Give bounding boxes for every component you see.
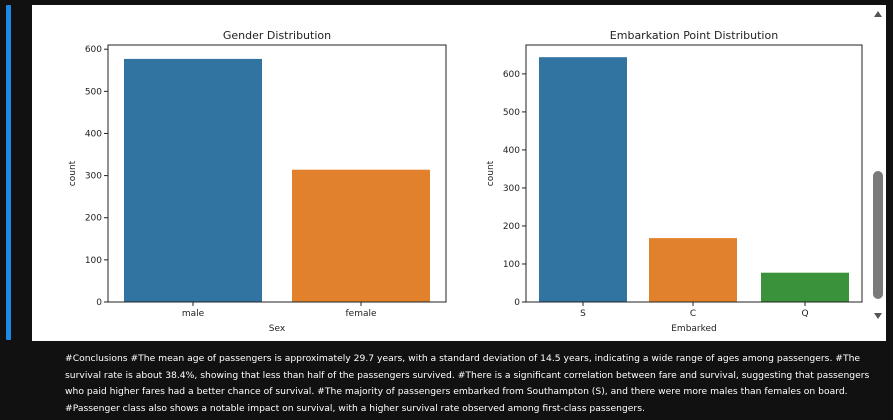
y-tick-label: 100	[85, 256, 102, 266]
y-tick-label: 400	[85, 129, 102, 139]
y-tick-label: 0	[514, 298, 520, 308]
output-scrollbar[interactable]	[870, 5, 886, 341]
y-tick-label: 500	[85, 87, 102, 97]
y-tick-label: 300	[503, 184, 520, 194]
charts-figure: male female 0 100 200 300 400 500 600 Gender Dist…	[68, 29, 863, 334]
scroll-down-arrow-icon[interactable]	[874, 313, 882, 319]
x-tick-label: C	[690, 309, 696, 319]
bar-s	[539, 57, 627, 303]
conclusion-text: #Conclusions #The mean age of passengers…	[65, 353, 870, 414]
y-tick-label: 300	[85, 172, 102, 182]
chart-title: Embarkation Point Distribution	[610, 29, 778, 42]
bar-male	[124, 58, 262, 303]
y-tick-label: 200	[503, 222, 520, 232]
y-tick-label: 200	[85, 214, 102, 224]
y-tick-label: 400	[503, 146, 520, 156]
scroll-up-arrow-icon[interactable]	[874, 11, 882, 17]
x-tick-label: Q	[801, 309, 808, 319]
plot-frame	[525, 44, 863, 303]
y-tick-label: 0	[96, 298, 102, 308]
x-axis-label: Sex	[269, 324, 286, 334]
chart-title: Gender Distribution	[223, 29, 331, 42]
scroll-thumb[interactable]	[873, 171, 883, 299]
plot-frame	[107, 44, 447, 303]
x-tick-label: male	[182, 309, 205, 319]
bar-q	[761, 272, 849, 302]
y-axis-label: count	[68, 160, 78, 186]
x-axis-label: Embarked	[671, 324, 717, 334]
cell-selection-bar[interactable]	[6, 5, 11, 340]
bar-c	[649, 238, 737, 302]
y-tick-label: 600	[503, 70, 520, 80]
x-tick-label: female	[345, 309, 376, 319]
x-tick-label: S	[580, 309, 586, 319]
y-tick-label: 500	[503, 108, 520, 118]
cell-output-area: male female 0 100 200 300 400 500 600 Gender Dist…	[32, 5, 870, 341]
y-tick-label: 600	[85, 45, 102, 55]
y-tick-label: 100	[503, 260, 520, 270]
bar-female	[292, 169, 430, 302]
y-axis-label: count	[486, 160, 496, 186]
